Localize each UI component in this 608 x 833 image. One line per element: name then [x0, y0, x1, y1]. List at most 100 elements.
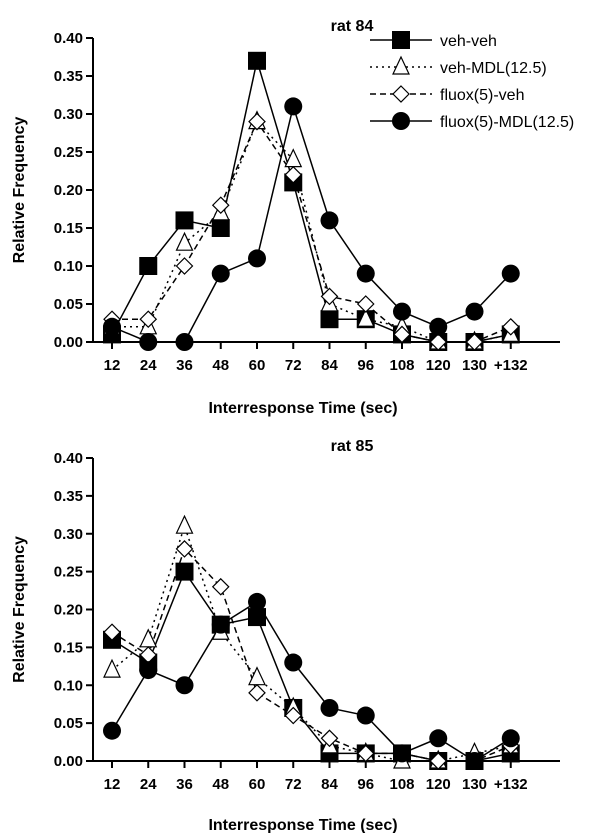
data-point	[175, 562, 194, 581]
data-point	[284, 706, 303, 725]
y-tick-label: 0.00	[54, 753, 83, 770]
y-tick-label: 0.25	[54, 144, 83, 161]
data-point	[429, 333, 448, 351]
y-tick-label: 0.00	[54, 334, 83, 351]
y-tick-label: 0.40	[54, 450, 83, 467]
series-markers-veh-MDL(12.5)	[103, 110, 520, 350]
x-tick-label: 24	[140, 357, 157, 374]
x-tick-label: 48	[212, 357, 229, 374]
x-axis-label: Interresponse Time (sec)	[208, 400, 397, 417]
data-point	[248, 51, 266, 70]
data-point	[139, 333, 158, 351]
legend-marker	[392, 85, 410, 103]
legend-marker	[392, 55, 410, 75]
x-tick-label: 130	[462, 776, 487, 793]
data-point	[175, 514, 194, 534]
y-axis-label: Relative Frequency	[11, 117, 28, 264]
data-point	[356, 295, 375, 313]
y-tick-label: 0.35	[54, 488, 83, 505]
x-tick-label: 36	[176, 357, 193, 374]
x-tick-label: 72	[285, 357, 302, 374]
x-tick-label: 108	[389, 776, 414, 793]
series-markers-fluox(5)-MDL(12.5)	[103, 97, 520, 351]
x-tick-label: 96	[357, 357, 374, 374]
data-point	[211, 196, 230, 215]
data-point	[356, 744, 375, 763]
x-tick-label: 48	[212, 776, 229, 793]
x-tick-label: 60	[249, 357, 266, 374]
x-tick-label: 24	[140, 776, 157, 793]
x-tick-label: 60	[249, 776, 266, 793]
series-line-fluox(5)-veh	[112, 120, 512, 343]
data-point	[501, 317, 520, 336]
legend-marker	[392, 31, 410, 49]
y-tick-label: 0.05	[54, 296, 83, 313]
y-tick-label: 0.05	[54, 715, 83, 732]
x-tick-label: 72	[285, 776, 302, 793]
data-point	[429, 729, 448, 748]
series-line-fluox(5)-MDL(12.5)	[111, 600, 512, 762]
y-tick-label: 0.15	[54, 220, 83, 237]
chart-title: rat 85	[331, 438, 374, 455]
data-point	[175, 211, 194, 230]
data-point	[320, 287, 339, 306]
data-point	[211, 219, 230, 237]
data-point	[139, 661, 158, 680]
data-point	[139, 310, 158, 329]
series-markers-fluox(5)-veh	[103, 112, 520, 351]
data-point	[211, 264, 230, 283]
series-line-veh-MDL(12.5)	[111, 523, 511, 762]
x-tick-label: 120	[426, 776, 451, 793]
data-point	[320, 310, 339, 329]
y-axis-label: Relative Frequency	[11, 536, 28, 683]
data-point	[393, 744, 411, 763]
data-point	[175, 540, 194, 558]
chart-panel-1: rat 84 0.00 0.05 0.10 0.15 0.20 0.25 0.30 0.35 0.…	[11, 18, 574, 417]
data-point	[248, 608, 266, 627]
legend-entry: fluox(5)-MDL(12.5)	[440, 114, 574, 131]
data-point	[465, 752, 484, 770]
data-point	[356, 307, 375, 327]
y-tick-label: 0.10	[54, 258, 83, 275]
legend-entry: veh-MDL(12.5)	[440, 60, 547, 77]
data-point	[211, 577, 230, 596]
y-tick-label: 0.30	[54, 106, 83, 123]
data-point	[103, 721, 121, 740]
series-line-veh-veh	[111, 570, 511, 762]
data-point	[175, 676, 194, 695]
data-point	[248, 112, 266, 131]
y-tick-label: 0.20	[54, 602, 83, 619]
data-point	[501, 729, 520, 748]
y-tick-label: 0.40	[54, 30, 83, 47]
x-axis-label: Interresponse Time (sec)	[208, 817, 397, 833]
data-point	[393, 325, 411, 344]
y-tick-label: 0.25	[54, 564, 83, 581]
legend: veh-veh veh-MDL(12.5) fluox(5)-veh fluox(5)…	[370, 31, 574, 131]
x-tick-label: 96	[357, 776, 374, 793]
series-line-veh-MDL(12.5)	[112, 120, 511, 343]
series-markers-fluox(5)-MDL(12.5)	[103, 592, 520, 770]
data-point	[175, 257, 194, 275]
data-point	[429, 752, 448, 770]
legend-entry: veh-veh	[440, 33, 497, 50]
data-point	[320, 698, 339, 717]
data-point	[465, 302, 484, 321]
data-point	[175, 231, 194, 251]
x-tick-label: 120	[426, 357, 451, 374]
data-point	[429, 317, 448, 336]
x-tick-label: +132	[494, 357, 528, 374]
y-tick-label: 0.15	[54, 639, 83, 656]
y-tick-label: 0.10	[54, 677, 83, 694]
x-tick-label: +132	[494, 776, 528, 793]
x-tick-label: 12	[104, 357, 121, 374]
data-point	[103, 317, 121, 336]
x-tick-label: 12	[104, 776, 121, 793]
data-point	[211, 615, 230, 634]
data-point	[248, 249, 266, 268]
data-point	[284, 97, 303, 116]
chart-panel-2: rat 85 0.00 0.05 0.10 0.15 0.20 0.25 0.30 0.35 0.…	[11, 438, 560, 833]
data-point	[501, 264, 520, 283]
x-tick-label: 130	[462, 357, 487, 374]
data-point	[284, 165, 303, 184]
